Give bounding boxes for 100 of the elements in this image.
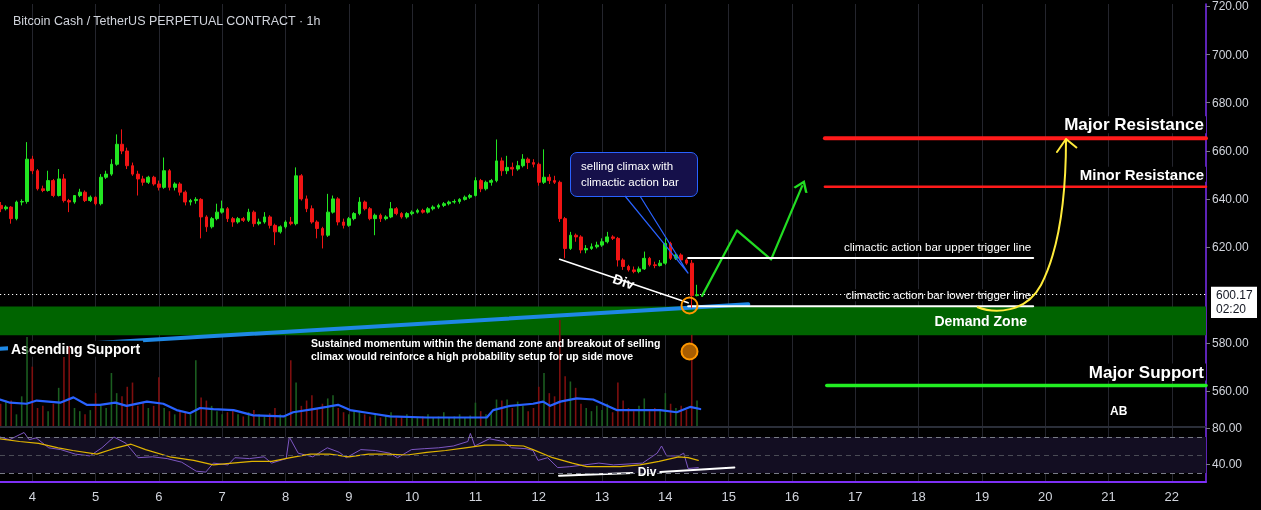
y-tick-label: 620.00 <box>1212 240 1250 255</box>
candlestick <box>542 148 546 185</box>
candlestick <box>199 197 203 239</box>
candlestick <box>569 231 572 251</box>
series-label: Major Support <box>1088 362 1205 382</box>
ref-line-label: 600.17 <box>1216 287 1254 302</box>
x-tick-label: 9 <box>345 489 353 504</box>
y-tick-label: 680.00 <box>1212 95 1250 110</box>
candlestick <box>695 284 699 297</box>
x-tick-label: 19 <box>974 489 990 504</box>
candlestick <box>532 158 535 168</box>
candlestick <box>474 176 477 197</box>
candlestick <box>627 264 630 273</box>
candlestick <box>41 185 45 193</box>
line-series <box>0 438 699 468</box>
series-label: Ascending Support <box>11 340 141 357</box>
candlestick <box>236 216 240 225</box>
candlestick <box>294 166 298 226</box>
candlestick <box>173 181 177 191</box>
candlestick <box>30 155 34 175</box>
candlestick <box>321 226 324 249</box>
candlestick <box>394 206 398 216</box>
candlestick <box>648 256 651 268</box>
x-tick-label: 22 <box>1164 489 1180 504</box>
x-tick-label: 16 <box>784 489 800 504</box>
candlestick <box>495 138 498 183</box>
candlestick <box>584 244 588 254</box>
x-tick-label: 7 <box>218 489 226 504</box>
candlestick <box>189 198 192 206</box>
candlestick <box>205 214 208 233</box>
candlestick <box>231 216 235 228</box>
y-tick-label: 640.00 <box>1212 191 1250 206</box>
candlestick <box>73 195 76 205</box>
candlestick <box>115 133 119 167</box>
candlestick <box>226 206 229 223</box>
candlestick <box>379 213 382 223</box>
candlestick <box>421 208 425 215</box>
candlestick <box>83 189 87 203</box>
candlestick <box>110 158 113 177</box>
candlestick <box>590 242 593 251</box>
candlestick <box>679 252 683 263</box>
candlestick <box>162 157 166 190</box>
x-tick-label: 21 <box>1101 489 1116 504</box>
x-tick-label: 6 <box>155 489 163 504</box>
x-tick-label: 17 <box>848 489 863 504</box>
annotation: AB <box>1110 404 1128 418</box>
candlestick <box>373 213 377 236</box>
x-tick-label: 12 <box>531 489 546 504</box>
candlestick <box>278 224 282 235</box>
text: 02:20 <box>1216 302 1247 316</box>
candlestick <box>653 261 657 269</box>
candlestick <box>305 195 308 213</box>
candlestick <box>78 188 82 198</box>
y-tick-label: 80.00 <box>1212 421 1243 435</box>
x-tick-label: 20 <box>1037 489 1053 504</box>
series-label: climactic action bar upper trigger line <box>843 241 1032 254</box>
candlestick <box>88 195 92 203</box>
candlestick <box>547 173 551 185</box>
annotation: Sustained momentum within the demand zone and breakout of selling climax would reinforce a high probability setup for up side move <box>311 337 662 362</box>
x-tick-label: 11 <box>468 489 483 504</box>
x-tick-label: 15 <box>721 489 736 504</box>
x-tick-label: 10 <box>404 489 420 504</box>
candlestick <box>458 197 461 205</box>
candlestick <box>500 157 504 177</box>
candlestick <box>4 204 8 211</box>
candlestick <box>479 178 483 193</box>
candlestick <box>299 173 303 202</box>
candlestick <box>51 178 55 198</box>
candlestick <box>247 208 250 223</box>
candlestick <box>526 157 530 170</box>
candlestick <box>146 175 150 185</box>
candlestick <box>437 203 440 210</box>
candlestick <box>690 259 694 309</box>
candlestick <box>336 196 340 226</box>
candlestick <box>46 170 50 193</box>
annotation: Div <box>637 465 657 479</box>
candlestick <box>537 162 541 187</box>
candlestick <box>9 205 13 225</box>
y-tick-label: 560.00 <box>1212 384 1250 399</box>
candlestick <box>263 211 266 225</box>
x-tick-label: 14 <box>658 489 673 504</box>
candlestick <box>358 196 361 216</box>
x-tick-label: 4 <box>28 489 36 504</box>
annotation: selling climax with climactic action bar <box>570 152 698 197</box>
candlestick <box>416 208 419 215</box>
y-tick-label: 720.00 <box>1212 0 1250 14</box>
x-tick-label: 18 <box>911 489 926 504</box>
band-label: Demand Zone <box>934 313 1028 330</box>
candlestick <box>94 195 97 206</box>
y-tick-label: 660.00 <box>1212 143 1250 158</box>
candlestick <box>400 211 403 220</box>
text: Bitcoin Cash / TetherUS PERPETUAL CONTRACT · 1h <box>13 13 321 28</box>
candlestick <box>15 200 18 221</box>
candlestick <box>194 196 198 205</box>
y-tick-label: 580.00 <box>1212 336 1250 351</box>
candlestick <box>241 216 245 223</box>
y-tick-label: 700.00 <box>1212 47 1250 62</box>
y-tick-label: 40.00 <box>1212 457 1243 471</box>
x-tick-label: 13 <box>594 489 610 504</box>
candlestick <box>553 175 556 185</box>
